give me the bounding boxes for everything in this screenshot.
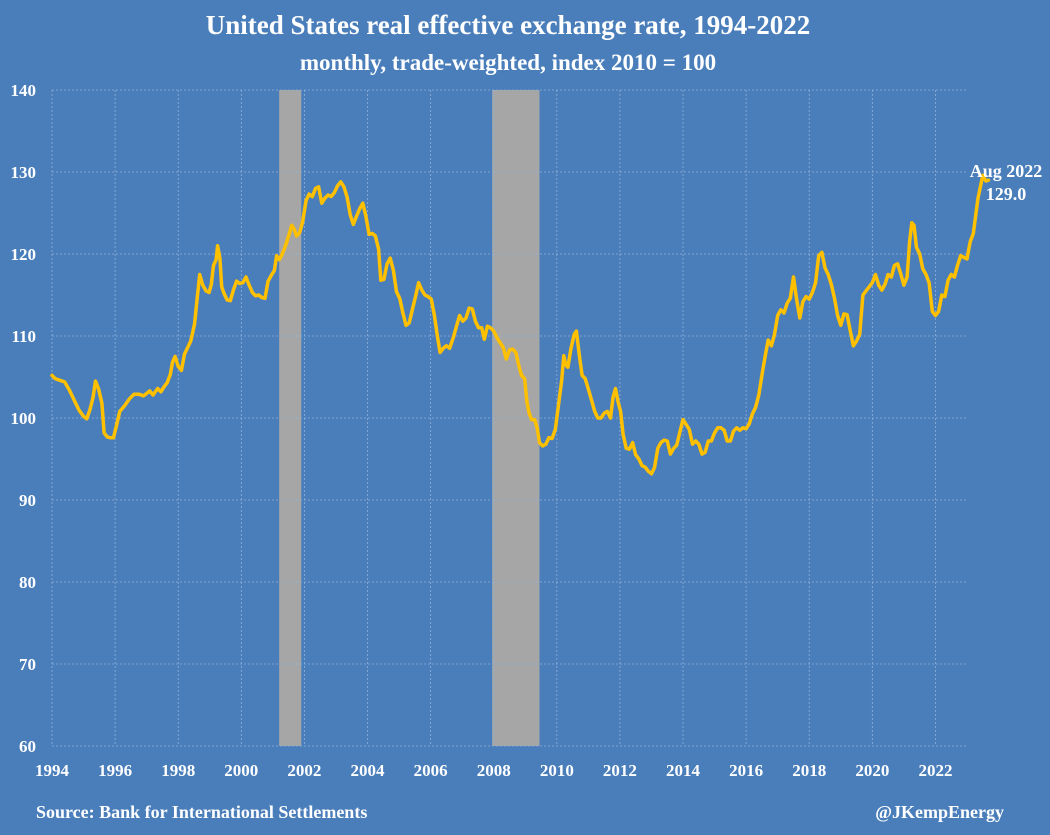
y-tick-label: 60: [19, 737, 36, 756]
y-tick-label: 130: [11, 163, 37, 182]
x-tick-label: 2012: [603, 761, 637, 780]
chart-subtitle: monthly, trade-weighted, index 2010 = 10…: [300, 50, 716, 75]
x-tick-label: 2010: [540, 761, 574, 780]
gridlines: [51, 89, 967, 747]
author-handle: @JKempEnergy: [875, 802, 1004, 822]
chart-title: United States real effective exchange ra…: [206, 10, 811, 40]
y-tick-label: 110: [11, 327, 36, 346]
x-tick-label: 2000: [224, 761, 258, 780]
y-tick-label: 90: [19, 491, 36, 510]
x-axis-tick-labels: 1994 1996 1998 2000 2002 2004 2006 2008 2010 2012…: [35, 761, 952, 780]
x-tick-label: 2006: [414, 761, 448, 780]
y-axis-tick-labels: 60 70 80 90 100 110 120 130 140: [11, 81, 37, 756]
x-tick-label: 1994: [35, 761, 70, 780]
x-tick-label: 2002: [287, 761, 321, 780]
y-tick-label: 80: [19, 573, 36, 592]
x-tick-label: 2018: [792, 761, 826, 780]
x-tick-label: 2014: [666, 761, 701, 780]
source-note: Source: Bank for International Settlemen…: [36, 802, 367, 822]
x-tick-label: 2022: [918, 761, 952, 780]
x-tick-label: 2008: [477, 761, 511, 780]
y-tick-label: 100: [11, 409, 37, 428]
y-tick-label: 120: [11, 245, 37, 264]
end-annotation-date: Aug 2022: [970, 161, 1043, 181]
y-tick-label: 70: [19, 655, 36, 674]
x-tick-label: 2004: [351, 761, 386, 780]
x-tick-label: 2020: [855, 761, 889, 780]
series-line-0: [50, 173, 991, 476]
end-annotation-value: 129.0: [986, 184, 1027, 204]
y-tick-label: 140: [11, 81, 37, 100]
series-layer: [50, 173, 991, 476]
x-tick-label: 1998: [161, 761, 195, 780]
x-tick-label: 2016: [729, 761, 763, 780]
x-tick-label: 1996: [98, 761, 132, 780]
